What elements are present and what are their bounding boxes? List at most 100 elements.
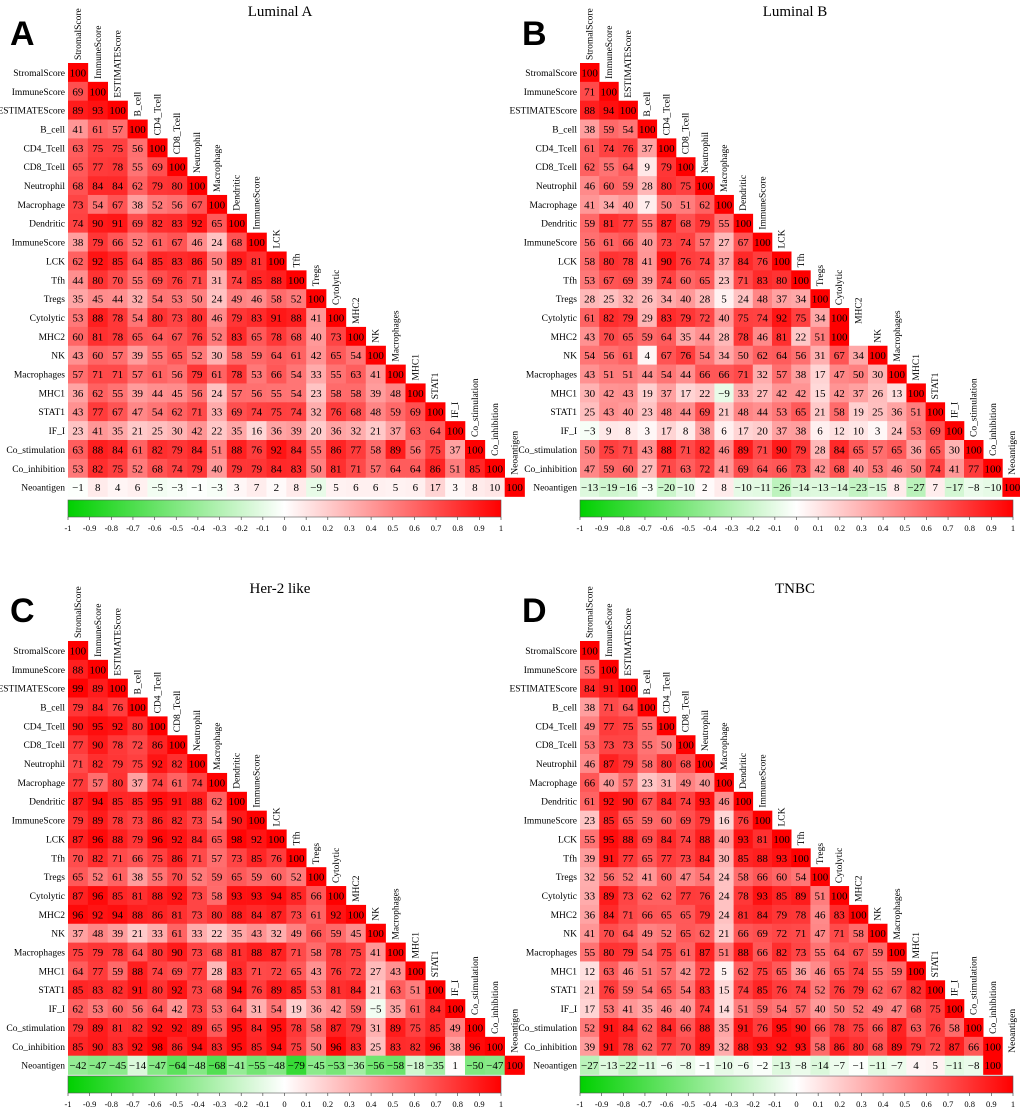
row-label: MHC1 bbox=[39, 967, 66, 977]
cell-value: 51 bbox=[738, 1004, 749, 1016]
cell-value: 74 bbox=[192, 777, 204, 789]
cell-value: 22 bbox=[699, 388, 710, 400]
heatmap-cell bbox=[286, 364, 307, 384]
cell-value: 44 bbox=[757, 407, 769, 419]
cell-value: 68 bbox=[834, 463, 846, 475]
cell-value: 42 bbox=[776, 388, 787, 400]
column-label: CD4_Tcell bbox=[662, 671, 672, 713]
cell-value: 52 bbox=[815, 985, 826, 997]
column-label: IF_I bbox=[451, 402, 461, 418]
cell-value: 100 bbox=[70, 67, 87, 79]
cell-value: 77 bbox=[623, 218, 635, 230]
heatmap-cell bbox=[107, 326, 128, 347]
column-label: Dendritic bbox=[739, 753, 749, 789]
cell-value: 55 bbox=[642, 218, 654, 230]
heatmap-cell bbox=[127, 138, 148, 158]
heatmap-cell bbox=[68, 100, 89, 120]
heatmap-cell bbox=[752, 402, 773, 422]
heatmap-cell bbox=[286, 383, 307, 403]
cell-value: 61 bbox=[92, 124, 103, 136]
heatmap-cell bbox=[695, 289, 715, 309]
cell-value: 40 bbox=[719, 312, 731, 324]
heatmap-cell bbox=[147, 138, 168, 158]
cell-value: 77 bbox=[72, 740, 84, 752]
cell-value: 100 bbox=[677, 740, 694, 752]
cell-value: 78 bbox=[271, 331, 283, 343]
cell-value: 100 bbox=[387, 369, 404, 381]
cell-value: 71 bbox=[623, 444, 634, 456]
heatmap-cell bbox=[580, 477, 600, 497]
colorbar-tick-label: 0.6 bbox=[921, 1099, 932, 1109]
heatmap-cell bbox=[618, 364, 638, 384]
cell-value: 49 bbox=[231, 294, 243, 306]
cell-value: 43 bbox=[623, 388, 635, 400]
cell-value: 53 bbox=[172, 294, 184, 306]
cell-value: 30 bbox=[719, 853, 731, 865]
cell-value: 65 bbox=[891, 444, 903, 456]
heatmap-cell bbox=[246, 421, 267, 441]
cell-value: 63 bbox=[911, 1022, 923, 1034]
cell-value: 69 bbox=[132, 218, 144, 230]
cell-value: 35 bbox=[390, 1004, 402, 1016]
cell-value: 85 bbox=[603, 815, 615, 827]
heatmap-cell bbox=[714, 477, 734, 497]
cell-value: 79 bbox=[72, 815, 84, 827]
cell-value: 41 bbox=[642, 872, 653, 884]
heatmap-cell bbox=[68, 326, 89, 347]
cell-value: 35 bbox=[112, 426, 124, 438]
cell-value: 81 bbox=[738, 909, 749, 921]
heatmap-cell bbox=[733, 345, 754, 365]
cell-value: 52 bbox=[92, 872, 103, 884]
cell-value: 100 bbox=[716, 777, 733, 789]
cell-value: 52 bbox=[291, 294, 302, 306]
cell-value: 79 bbox=[72, 702, 84, 714]
heatmap-cell bbox=[187, 383, 208, 403]
row-label: Neutrophil bbox=[536, 760, 578, 770]
heatmap-cell bbox=[127, 157, 148, 177]
heatmap-cell bbox=[791, 345, 811, 365]
cell-value: 17 bbox=[738, 426, 750, 438]
cell-value: −16 bbox=[619, 482, 637, 494]
row-label: STAT1 bbox=[38, 986, 65, 996]
cell-value: 75 bbox=[603, 444, 615, 456]
cell-value: 15 bbox=[815, 388, 827, 400]
heatmap-cell bbox=[676, 402, 696, 422]
heatmap-cell bbox=[733, 440, 754, 460]
column-label: ImmuneScore bbox=[94, 26, 104, 79]
heatmap-cell bbox=[887, 477, 907, 497]
cell-value: 25 bbox=[584, 407, 596, 419]
cell-value: 64 bbox=[834, 947, 846, 959]
column-label: Co_stimulation bbox=[970, 956, 980, 1015]
cell-value: 35 bbox=[719, 1022, 731, 1034]
cell-value: 71 bbox=[192, 853, 203, 865]
heatmap-cell bbox=[810, 402, 830, 422]
cell-value: 96 bbox=[469, 1041, 481, 1053]
cell-value: 74 bbox=[795, 985, 807, 997]
cell-value: 38 bbox=[584, 702, 596, 714]
cell-value: 40 bbox=[815, 1004, 827, 1016]
cell-value: 59 bbox=[603, 463, 615, 475]
cell-value: 83 bbox=[251, 312, 263, 324]
cell-value: 96 bbox=[330, 1041, 342, 1053]
cell-value: 100 bbox=[109, 683, 126, 695]
cell-value: 71 bbox=[350, 463, 361, 475]
cell-value: 78 bbox=[623, 256, 635, 268]
cell-value: 96 bbox=[152, 834, 164, 846]
colorbar bbox=[67, 1075, 502, 1094]
cell-value: 100 bbox=[1004, 482, 1020, 494]
cell-value: 56 bbox=[192, 388, 204, 400]
cell-value: 61 bbox=[603, 237, 614, 249]
cell-value: 55 bbox=[603, 162, 615, 174]
cell-value: 82 bbox=[92, 463, 103, 475]
row-label: ESTIMATEScore bbox=[0, 685, 65, 695]
cell-value: 100 bbox=[328, 312, 345, 324]
heatmap-cell bbox=[147, 440, 168, 460]
cell-value: 76 bbox=[112, 702, 124, 714]
cell-value: 27 bbox=[757, 388, 769, 400]
cell-value: 76 bbox=[251, 444, 263, 456]
heatmap-cell bbox=[752, 440, 773, 460]
cell-value: 89 bbox=[390, 444, 402, 456]
cell-value: 73 bbox=[192, 947, 204, 959]
heatmap-cell bbox=[637, 232, 658, 252]
heatmap-cell bbox=[599, 100, 619, 120]
